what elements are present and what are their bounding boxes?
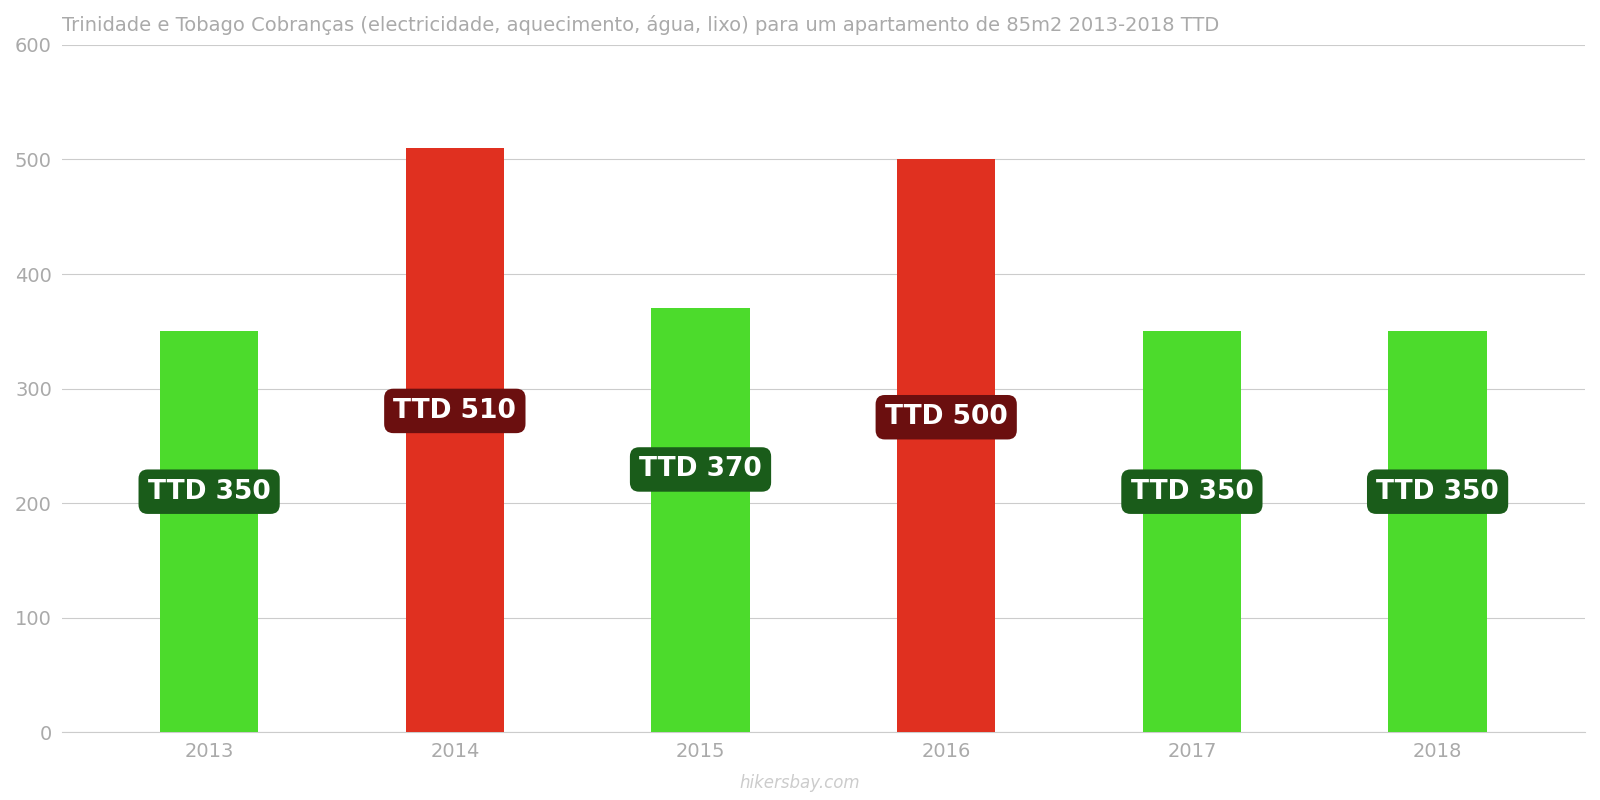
Text: TTD 350: TTD 350 (147, 478, 270, 505)
Bar (1142, 331, 1242, 732)
Bar (1389, 331, 1486, 732)
Text: TTD 500: TTD 500 (885, 404, 1008, 430)
Text: hikersbay.com: hikersbay.com (739, 774, 861, 792)
Bar (651, 308, 750, 732)
Text: TTD 510: TTD 510 (394, 398, 517, 424)
Bar (406, 148, 504, 732)
Text: TTD 350: TTD 350 (1376, 478, 1499, 505)
Text: TTD 350: TTD 350 (1131, 478, 1253, 505)
Bar (160, 331, 258, 732)
Text: Trinidade e Tobago Cobranças (electricidade, aquecimento, água, lixo) para um ap: Trinidade e Tobago Cobranças (electricid… (62, 15, 1219, 35)
Bar (898, 159, 995, 732)
Text: TTD 370: TTD 370 (638, 457, 762, 482)
